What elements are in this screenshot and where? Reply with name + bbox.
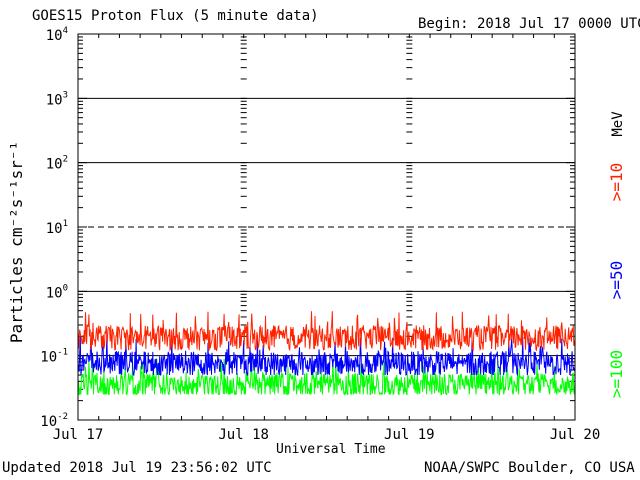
series-line [77, 336, 576, 377]
legend-entry: >=10 [607, 163, 626, 202]
begin-time: Begin: 2018 Jul 17 0000 UTC [418, 16, 640, 32]
y-tick-label: 102 [46, 155, 68, 173]
chart-title: GOES15 Proton Flux (5 minute data) [32, 8, 319, 24]
legend-entry: >=100 [607, 350, 626, 398]
updated-timestamp: Updated 2018 Jul 19 23:56:02 UTC [2, 460, 272, 476]
x-tick-label: Jul 20 [550, 427, 601, 443]
y-tick-label: 10-1 [40, 348, 68, 366]
legend: >=10 >=50 >=100 MeV [607, 111, 626, 398]
legend-entry: >=50 [607, 261, 626, 300]
x-tick-label: Jul 18 [218, 427, 269, 443]
x-tick-labels: Jul 17 Jul 18 Jul 19 Jul 20 [53, 427, 601, 443]
credit-text: NOAA/SWPC Boulder, CO USA [424, 460, 635, 476]
x-tick-label: Jul 17 [53, 427, 104, 443]
y-tick-label: 101 [46, 219, 68, 237]
plot-frame [77, 33, 576, 421]
series-line [77, 311, 576, 352]
y-tick-label: 100 [46, 283, 68, 301]
series-layer [77, 311, 576, 396]
y-axis-label: Particles cm⁻²s⁻¹sr⁻¹ [7, 141, 26, 343]
x-axis-label: Universal Time [276, 442, 386, 457]
x-tick-label: Jul 19 [384, 427, 435, 443]
y-tick-label: 104 [46, 26, 68, 44]
legend-unit-label: MeV [610, 111, 626, 137]
y-tick-label: 103 [46, 90, 68, 108]
